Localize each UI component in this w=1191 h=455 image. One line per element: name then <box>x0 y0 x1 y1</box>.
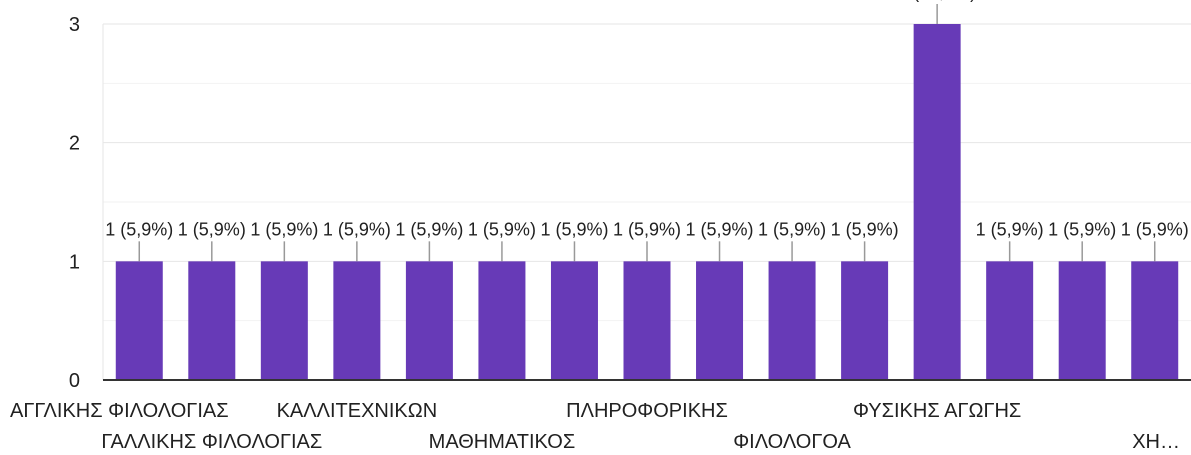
bar[interactable] <box>696 261 744 380</box>
bar[interactable] <box>1131 261 1179 380</box>
bar[interactable] <box>188 261 236 380</box>
bar[interactable] <box>1058 261 1106 380</box>
y-tick-label: 2 <box>69 133 80 155</box>
data-label: 1 (5,9%) <box>831 219 899 239</box>
data-label: 1 (5,9%) <box>1048 219 1116 239</box>
bar[interactable] <box>405 261 453 380</box>
data-label: 3 (17,6%) <box>898 0 976 2</box>
bar[interactable] <box>333 261 381 380</box>
y-tick-label: 3 <box>69 14 80 36</box>
bar[interactable] <box>260 261 308 380</box>
data-label: 1 (5,9%) <box>976 219 1044 239</box>
data-label: 1 (5,9%) <box>613 219 681 239</box>
data-label: 1 (5,9%) <box>105 219 173 239</box>
x-tick-label: ΦΙΛΟΛΟΓΟΑ <box>733 431 851 450</box>
y-tick-label: 1 <box>69 251 80 273</box>
x-tick-label: ΠΛΗΡΟΦΟΡΙΚΗΣ <box>566 400 728 422</box>
data-label: 1 (5,9%) <box>686 219 754 239</box>
data-label: 1 (5,9%) <box>468 219 536 239</box>
bar[interactable] <box>913 24 961 380</box>
y-tick-label: 0 <box>69 370 80 392</box>
x-tick-label: ΓΑΛΛΙΚΗΣ ΦΙΛΟΛΟΓΙΑΣ <box>101 431 322 450</box>
x-tick-label: ΑΓΓΛΙΚΗΣ ΦΙΛΟΛΟΓΙΑΣ <box>10 400 229 422</box>
y-axis: 0 1 2 3 <box>69 14 80 392</box>
data-label: 1 (5,9%) <box>178 219 246 239</box>
bar[interactable] <box>986 261 1034 380</box>
data-label: 1 (5,9%) <box>323 219 391 239</box>
x-tick-label: ΧΗ… <box>1132 431 1180 450</box>
data-label: 1 (5,9%) <box>1121 219 1189 239</box>
data-label: 1 (5,9%) <box>250 219 318 239</box>
data-label-layer: 1 (5,9%) 1 (5,9%) 1 (5,9%) 1 (5,9%) 1 (5,9%)… <box>105 0 1189 262</box>
x-tick-label: ΚΑΛΛΙΤΕΧΝΙΚΩΝ <box>277 400 438 422</box>
bar-layer <box>115 24 1179 380</box>
x-tick-label: ΜΑΘΗΜΑΤΙΚΟΣ <box>429 431 576 450</box>
bar[interactable] <box>623 261 671 380</box>
bar[interactable] <box>841 261 889 380</box>
data-label: 1 (5,9%) <box>395 219 463 239</box>
x-tick-label: ΦΥΣΙΚΗΣ ΑΓΩΓΗΣ <box>853 400 1021 422</box>
bar[interactable] <box>768 261 816 380</box>
bar[interactable] <box>115 261 163 380</box>
bar[interactable] <box>550 261 598 380</box>
bar[interactable] <box>478 261 526 380</box>
data-label: 1 (5,9%) <box>540 219 608 239</box>
x-axis: ΑΓΓΛΙΚΗΣ ΦΙΛΟΛΟΓΙΑΣ ΓΑΛΛΙΚΗΣ ΦΙΛΟΛΟΓΙΑΣ ΚΑ… <box>10 400 1180 453</box>
data-label: 1 (5,9%) <box>758 219 826 239</box>
